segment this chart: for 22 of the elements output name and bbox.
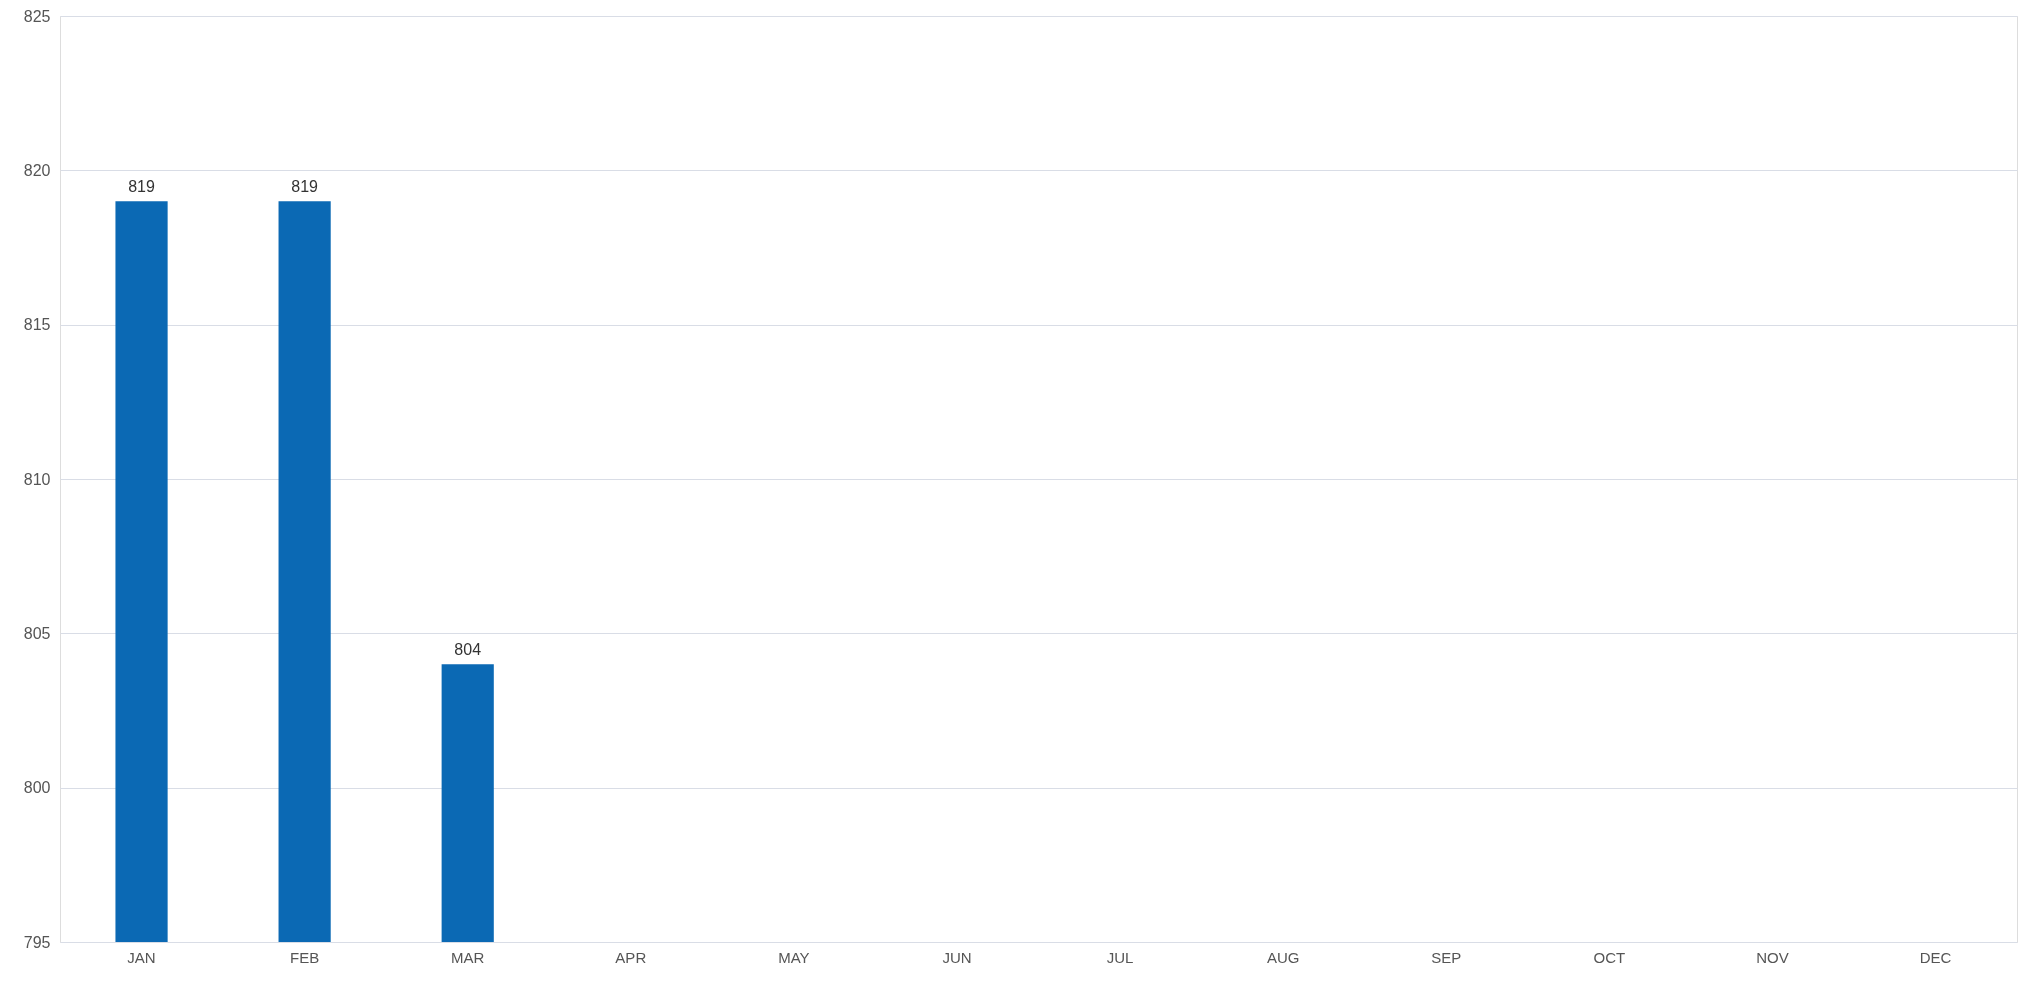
x-tick-label: APR <box>615 948 647 966</box>
x-tick-label: NOV <box>1756 948 1789 966</box>
y-tick-label: 800 <box>23 779 51 797</box>
y-tick-label: 820 <box>23 161 51 179</box>
x-tick-label: FEB <box>290 948 320 966</box>
x-tick-label: AUG <box>1266 948 1300 966</box>
x-tick-label: JUL <box>1106 948 1134 966</box>
y-tick-label: 795 <box>23 933 51 951</box>
x-tick-label: SEP <box>1431 948 1462 966</box>
data-label: 819 <box>128 178 155 196</box>
y-tick-label: 825 <box>23 7 51 25</box>
y-tick-label: 815 <box>23 316 51 334</box>
x-tick-label: JUN <box>942 948 972 966</box>
x-tick-label: OCT <box>1593 948 1626 966</box>
y-tick-label: 805 <box>23 624 51 642</box>
x-tick-label: MAY <box>778 948 810 966</box>
x-tick-label: JAN <box>127 948 156 966</box>
x-tick-label: DEC <box>1919 948 1952 966</box>
data-label: 819 <box>291 178 319 196</box>
x-tick-label: MAR <box>451 948 485 966</box>
data-label: 804 <box>454 641 482 659</box>
y-tick-label: 810 <box>23 470 51 488</box>
